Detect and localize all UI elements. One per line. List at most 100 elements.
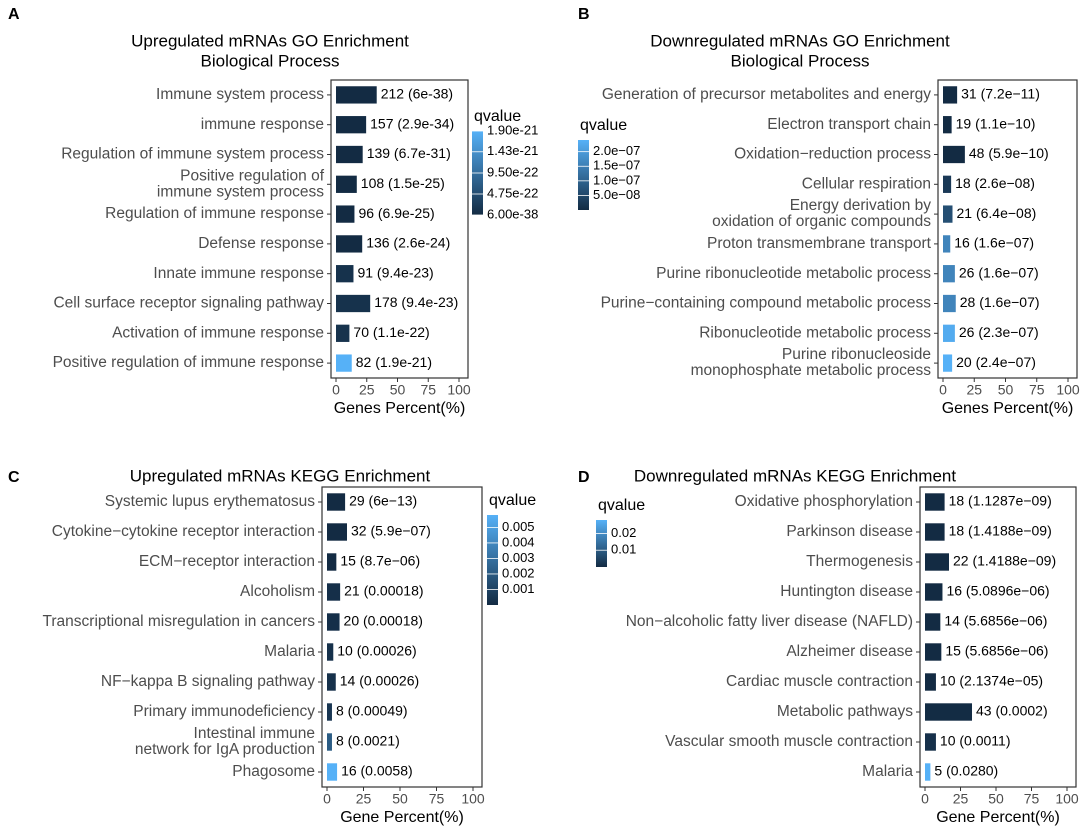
x-tick-label: 75: [1029, 382, 1045, 398]
bar-label: 19 (1.1e−10): [956, 115, 1036, 131]
colorbar-tick-label: 5.0e−08: [593, 187, 640, 202]
bar: [925, 493, 945, 511]
bar: [336, 265, 354, 283]
bar-label: 16 (1.6e−07): [954, 235, 1034, 251]
colorbar: [578, 140, 589, 210]
category-label: Thermogenesis: [806, 553, 913, 570]
bar-label: 10 (0.00026): [337, 643, 416, 659]
plot-frame: [330, 79, 469, 379]
category-label: Metabolic pathways: [777, 703, 913, 720]
category-label: Vascular smooth muscle contraction: [665, 733, 913, 750]
bar-label: 29 (6e−13): [349, 493, 417, 509]
colorbar-title: qvalue: [598, 497, 645, 514]
bar: [327, 583, 341, 601]
bar: [943, 86, 958, 104]
category-label: Purine ribonucleoside monophosphate metab…: [691, 346, 932, 379]
x-tick-label: 100: [461, 791, 485, 807]
colorbar-tick-label: 1.5e−07: [593, 158, 640, 173]
category-label: Parkinson disease: [786, 523, 913, 540]
category-label: Malaria: [862, 763, 913, 780]
x-tick-label: 0: [939, 382, 947, 398]
category-label: Energy derivation by oxidation of organic…: [712, 197, 931, 230]
panel-letter: C: [8, 469, 20, 486]
bar-label: 16 (0.0058): [341, 763, 413, 779]
colorbar-tick-label: 2.0e−07: [593, 143, 640, 158]
bar: [336, 294, 371, 313]
bar-label: 157 (2.9e-34): [370, 115, 454, 131]
category-label: Positive regulation of immune response: [53, 354, 324, 371]
plot-frame: [919, 486, 1077, 788]
plot-frame: [937, 79, 1078, 379]
x-tick-label: 50: [390, 382, 406, 398]
x-tick-label: 100: [1056, 382, 1080, 398]
category-label: Electron transport chain: [767, 116, 931, 133]
bar-label: 136 (2.6e-24): [366, 235, 450, 251]
x-tick-label: 100: [447, 382, 471, 398]
category-label: immune response: [201, 116, 324, 133]
bar: [943, 265, 955, 283]
bar: [925, 733, 936, 751]
bar-label: 26 (1.6e−07): [959, 264, 1039, 280]
x-axis-label: Gene Percent(%): [340, 809, 464, 826]
bar-label: 96 (6.9e-25): [358, 205, 434, 221]
category-label: ECM−receptor interaction: [139, 553, 315, 570]
colorbar-tick-label: 0.003: [502, 550, 535, 565]
bar-label: 31 (7.2e−11): [961, 86, 1040, 102]
category-label: Cellular respiration: [802, 175, 931, 192]
bar-label: 28 (1.6e−07): [960, 294, 1040, 310]
colorbar-title: qvalue: [580, 117, 627, 134]
x-tick-label: 0: [332, 382, 340, 398]
bar-label: 21 (6.4e−08): [957, 205, 1037, 221]
x-tick-label: 100: [1055, 791, 1079, 807]
colorbar-tick-label: 1.0e−07: [593, 172, 640, 187]
bar: [943, 175, 952, 193]
x-tick-label: 75: [429, 791, 445, 807]
x-tick-label: 0: [323, 791, 331, 807]
bar-label: 20 (0.00018): [344, 613, 423, 629]
bar-label: 8 (0.0021): [336, 733, 400, 749]
category-label: Proton transmembrane transport: [707, 235, 932, 252]
bar: [327, 523, 348, 541]
bar-label: 10 (0.0011): [940, 733, 1011, 749]
x-tick-label: 50: [998, 382, 1014, 398]
category-label: Systemic lupus erythematosus: [105, 493, 315, 510]
bar-label: 212 (6e-38): [381, 86, 453, 102]
chart-subtitle: Biological Process: [731, 51, 870, 70]
category-label: Huntington disease: [780, 583, 913, 600]
bar: [336, 235, 363, 253]
x-tick-label: 75: [420, 382, 436, 398]
category-label: Intestinal immune network for IgA product…: [135, 725, 315, 758]
x-axis-label: Genes Percent(%): [942, 400, 1074, 417]
colorbar-tick-label: 6.00e-38: [487, 206, 538, 221]
chart-title: Downregulated mRNAs GO Enrichment: [650, 31, 950, 50]
bar-label: 26 (2.3e−07): [959, 324, 1039, 340]
x-tick-label: 25: [966, 382, 982, 398]
bar: [327, 763, 338, 781]
bar: [327, 613, 340, 631]
bar: [925, 613, 941, 631]
colorbar-title: qvalue: [474, 108, 521, 125]
category-label: Positive regulation of immune system proc…: [157, 167, 325, 200]
x-tick-label: 50: [988, 791, 1004, 807]
colorbar-tick-label: 0.02: [611, 525, 636, 540]
colorbar-tick-label: 1.43e-21: [487, 143, 538, 158]
panel-letter: A: [8, 6, 20, 23]
bar: [943, 205, 953, 223]
category-label: Primary immunodeficiency: [133, 703, 315, 720]
colorbar-tick-label: 1.90e-21: [487, 122, 538, 137]
colorbar-tick-label: 4.75e-22: [487, 185, 538, 200]
bar-label: 18 (2.6e−08): [955, 175, 1035, 191]
x-tick-label: 25: [953, 791, 969, 807]
colorbar: [596, 520, 607, 567]
colorbar-tick-label: 0.002: [502, 565, 535, 580]
category-label: Purine ribonucleotide metabolic process: [656, 265, 931, 282]
category-label: Defense response: [198, 235, 324, 252]
category-label: Alzheimer disease: [786, 643, 913, 660]
bar-label: 32 (5.9e−07): [351, 523, 431, 539]
bar: [943, 324, 955, 342]
colorbar-tick-label: 0.001: [502, 581, 535, 596]
bar: [925, 763, 931, 781]
bar: [327, 673, 336, 691]
category-label: Non−alcoholic fatty liver disease (NAFLD…: [626, 613, 913, 630]
category-label: Immune system process: [156, 86, 324, 103]
